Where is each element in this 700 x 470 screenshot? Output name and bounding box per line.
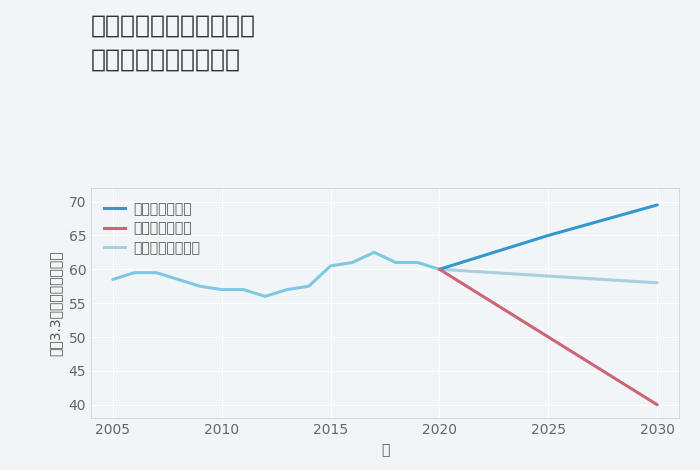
Y-axis label: 坪（3.3㎡）単価（万円）: 坪（3.3㎡）単価（万円） [49,251,63,356]
Legend: グッドシナリオ, バッドシナリオ, ノーマルシナリオ: グッドシナリオ, バッドシナリオ, ノーマルシナリオ [104,202,200,255]
X-axis label: 年: 年 [381,443,389,457]
Text: 三重県四日市市羽津中の
中古戸建ての価格推移: 三重県四日市市羽津中の 中古戸建ての価格推移 [91,14,256,71]
